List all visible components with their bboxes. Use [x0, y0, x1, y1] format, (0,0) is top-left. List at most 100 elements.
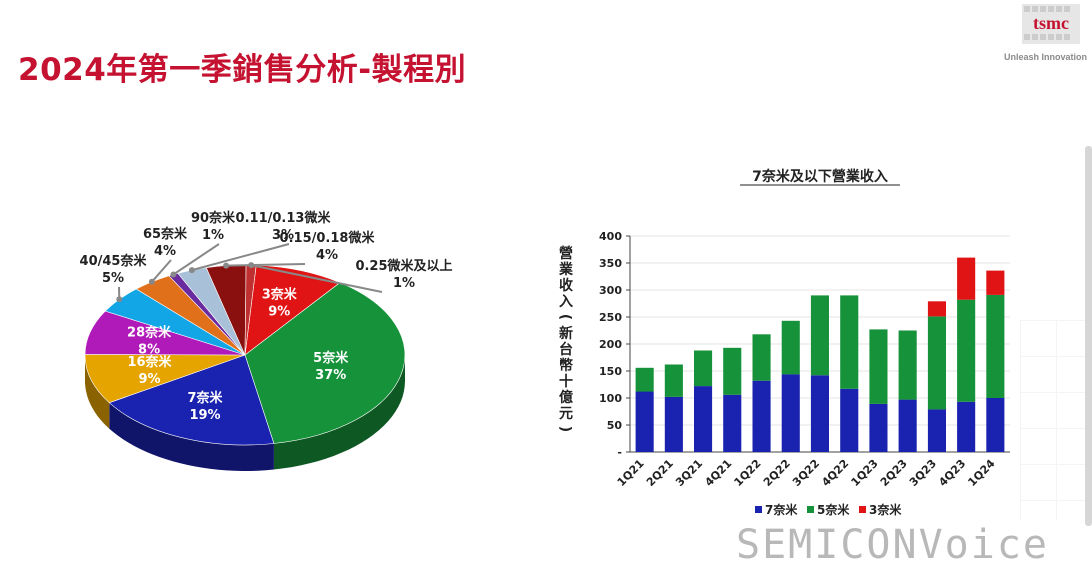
bar-segment-7奈米: [869, 403, 888, 452]
leader-dot: [188, 267, 195, 274]
x-tick-label: 3Q23: [907, 457, 939, 489]
pie-slice: [84, 354, 246, 404]
bar-segment-7奈米: [927, 409, 946, 452]
pie-label: 16奈米: [127, 354, 172, 370]
pie-value-label: 19%: [189, 408, 220, 423]
legend-swatch: [807, 506, 814, 513]
bar-segment-7奈米: [664, 396, 683, 452]
pie-slice: [108, 354, 275, 446]
pie-label: 65奈米: [143, 226, 188, 242]
bar-segment-5奈米: [810, 295, 829, 376]
bar-segment-5奈米: [869, 329, 888, 404]
y-axis-label-char: 十: [559, 373, 573, 390]
legend-swatch: [859, 506, 866, 513]
pie-value-label: 9%: [138, 372, 160, 387]
bar-segment-5奈米: [752, 334, 771, 381]
bar-segment-7奈米: [781, 374, 800, 452]
bar-segment-5奈米: [664, 364, 683, 397]
bar-segment-5奈米: [781, 320, 800, 375]
bar-segment-5奈米: [898, 330, 917, 400]
x-tick-label: 1Q23: [849, 457, 881, 489]
bar-segment-7奈米: [957, 401, 976, 452]
pie-value-label: 1%: [393, 276, 415, 291]
bar-segment-7奈米: [840, 388, 859, 452]
y-axis-label-char: 業: [558, 261, 574, 278]
leader-dot: [170, 271, 177, 278]
pie-label: 40/45奈米: [80, 253, 148, 269]
pie-label: 28奈米: [127, 325, 172, 341]
bar-segment-5奈米: [957, 299, 976, 402]
y-tick-label: 150: [599, 365, 622, 378]
pie-value-label: 4%: [316, 248, 338, 263]
pie-value-label: 5%: [102, 271, 124, 286]
y-axis-label-char: 入: [559, 294, 573, 310]
y-axis-label-char: 台: [559, 341, 573, 358]
pie-slice-side: [109, 402, 274, 471]
x-tick-label: 2Q23: [878, 457, 910, 489]
y-axis-label-char: 收: [559, 277, 574, 294]
pie-label: 0.15/0.18微米: [280, 230, 376, 246]
x-tick-label: 1Q22: [732, 457, 764, 489]
bar-segment-3奈米: [986, 270, 1005, 295]
leader-line: [151, 259, 172, 283]
y-axis-label-char: 幣: [559, 357, 573, 374]
bar-segment-5奈米: [986, 294, 1005, 398]
scrollbar[interactable]: [1085, 146, 1092, 526]
leader-dot: [116, 296, 123, 303]
pie-value-label: 8%: [138, 343, 160, 358]
pie-label: 7奈米: [187, 390, 223, 406]
y-axis-label-char: 營: [559, 245, 573, 262]
leader-line: [250, 264, 383, 293]
tsmc-logo: tsmc: [1022, 4, 1080, 44]
leader-line: [172, 243, 220, 276]
pie-label: 90奈米: [191, 210, 236, 226]
bar-segment-7奈米: [694, 386, 713, 452]
x-tick-label: 2Q22: [761, 457, 793, 489]
chart-title: 7奈米及以下營業收入: [752, 168, 888, 185]
bar-segment-3奈米: [957, 257, 976, 300]
y-tick-label: 250: [599, 311, 622, 324]
x-tick-label: 1Q21: [615, 457, 647, 489]
bar-segment-5奈米: [840, 295, 859, 389]
leader-dot: [248, 262, 255, 269]
y-tick-label: 350: [599, 257, 622, 270]
bar-segment-7奈米: [752, 380, 771, 452]
pie-label: 0.11/0.13微米: [236, 210, 332, 226]
pie-value-label: 1%: [202, 228, 224, 243]
x-tick-label: 4Q22: [819, 457, 851, 489]
y-axis-label-char: 新: [559, 325, 573, 342]
watermark: SEMICONVoice: [736, 522, 1049, 568]
x-tick-label: 1Q24: [965, 457, 997, 489]
y-tick-label: 100: [599, 392, 622, 405]
y-tick-label: 50: [607, 419, 623, 432]
y-tick-label: 200: [599, 338, 622, 351]
pie-slice: [244, 282, 406, 444]
pie-label: 5奈米: [313, 350, 349, 366]
logo-text: tsmc: [1033, 13, 1069, 33]
bar-segment-5奈米: [723, 347, 742, 395]
pie-value-label: 3%: [272, 228, 294, 243]
pie-slice-side: [273, 355, 405, 470]
legend-label: 7奈米: [765, 502, 798, 517]
leader-dot: [148, 278, 155, 285]
x-tick-label: 4Q23: [936, 457, 968, 489]
x-tick-label: 3Q21: [673, 457, 705, 489]
bar-segment-5奈米: [694, 350, 713, 387]
bar-segment-7奈米: [898, 399, 917, 452]
pie-value-label: 9%: [268, 305, 290, 320]
legend-swatch: [755, 506, 762, 513]
legend-label: 5奈米: [817, 502, 850, 517]
bar-segment-7奈米: [810, 375, 829, 452]
bar-segment-7奈米: [723, 394, 742, 452]
pie-label: 3奈米: [262, 287, 298, 303]
bar-segment-3奈米: [927, 301, 946, 317]
background-grid: [1020, 320, 1092, 520]
pie-chart: 3奈米 9% 5奈米 37% 7奈米 19% 16奈米 9% 28奈米 8% 40/45奈米 5% 65…: [80, 210, 453, 471]
pie-value-label: 37%: [315, 368, 346, 383]
bar-segment-5奈米: [635, 367, 654, 392]
y-tick-label: 400: [599, 230, 622, 243]
x-tick-label: 3Q22: [790, 457, 822, 489]
tagline: Unleash Innovation: [1004, 52, 1088, 62]
pie-label: 0.25微米及以上: [355, 258, 452, 274]
page-title: 2024年第一季銷售分析-製程別: [18, 52, 467, 88]
